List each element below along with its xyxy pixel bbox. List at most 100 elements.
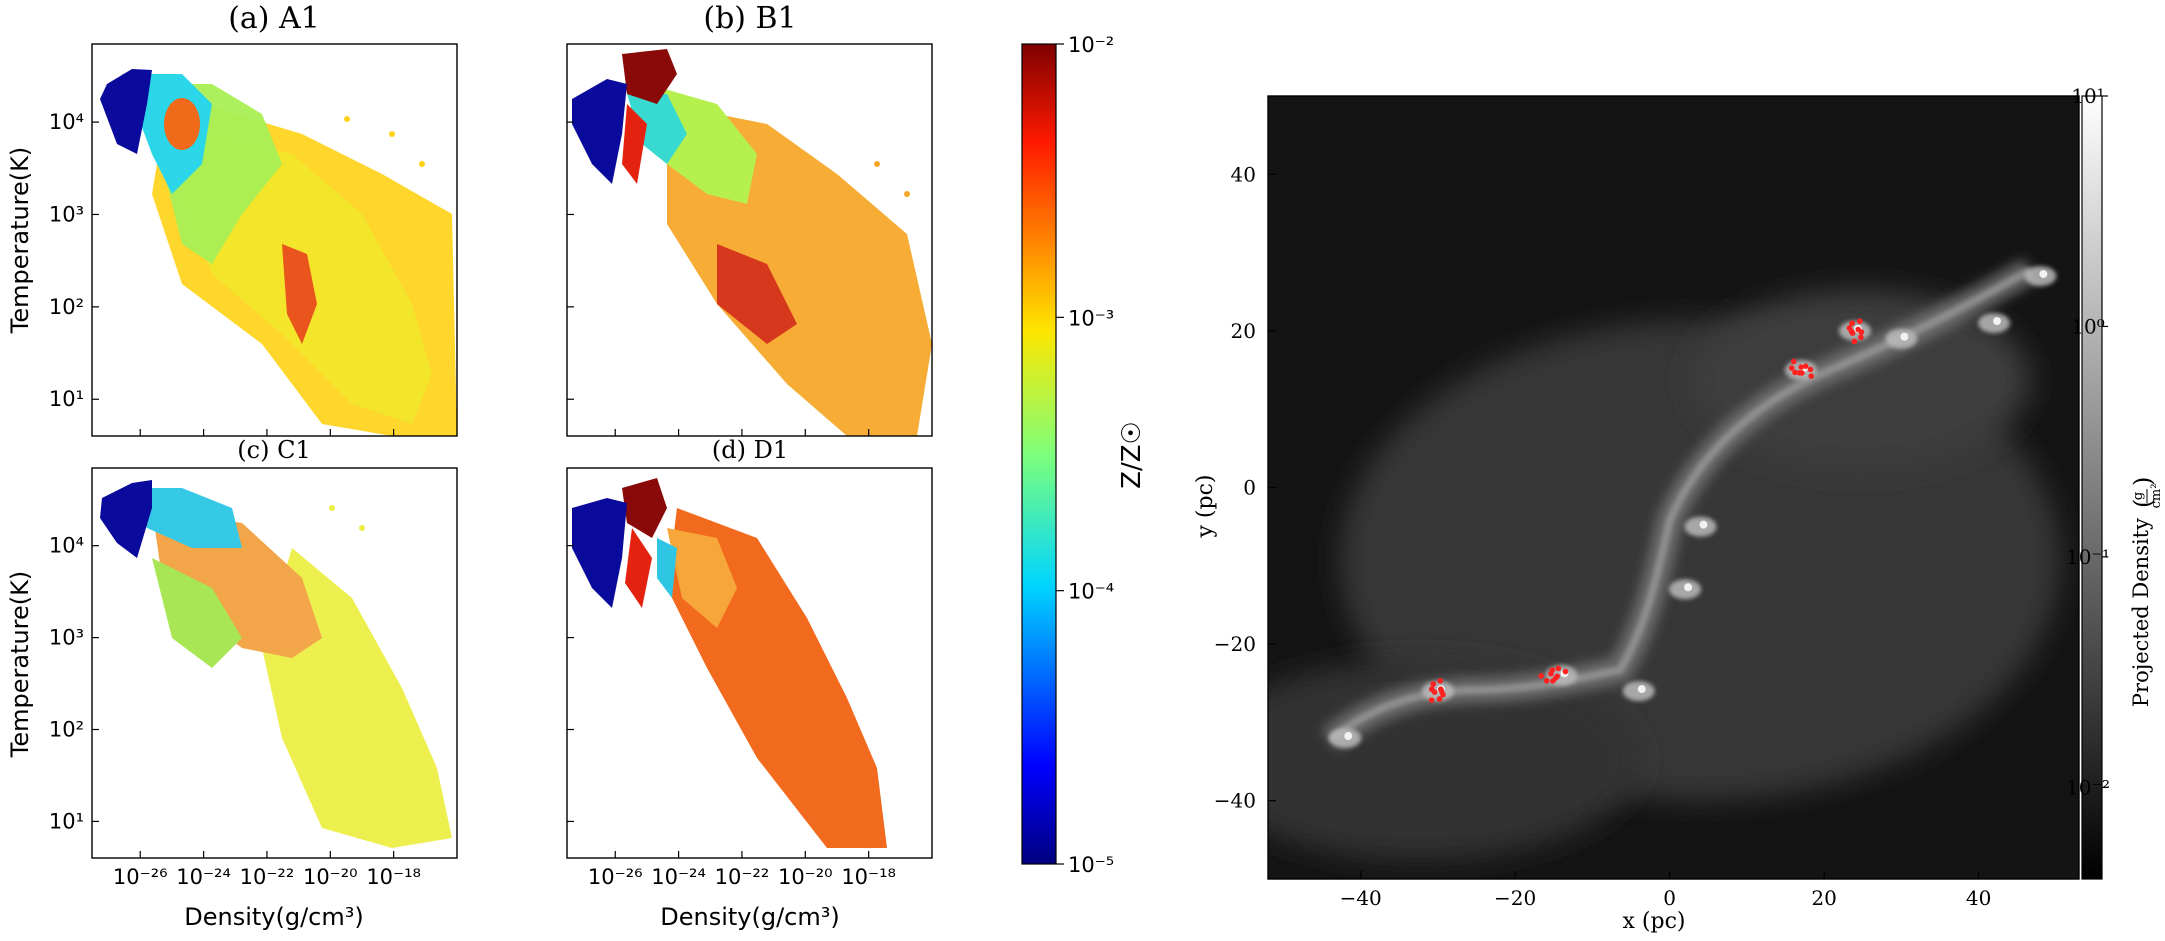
x-tick-label: 10⁻²⁰ <box>778 865 833 889</box>
phase-diagram-d1 <box>566 467 933 859</box>
star-particle <box>1428 686 1435 692</box>
map-y-tick-label: −40 <box>1214 789 1256 813</box>
gray-colorbar-tick-label: 10⁻² <box>2066 775 2110 799</box>
panel-a-ylabel: Temperature(K) <box>6 147 34 335</box>
cyan-strip <box>657 538 677 598</box>
map-x-tick-label: −40 <box>1340 886 1382 910</box>
star-particle <box>1788 365 1795 371</box>
panel-d-xlabel: Density(g/cm³) <box>660 903 839 931</box>
x-tick-label: 10⁻²² <box>240 865 295 889</box>
panel-d-frame <box>566 467 933 859</box>
x-tick-label: 10⁻¹⁸ <box>841 865 896 889</box>
dense-clump-core <box>1699 520 1708 529</box>
dense-clump-core <box>1637 685 1646 694</box>
star-particle <box>1807 366 1814 373</box>
map-y-tick-label: 40 <box>1231 162 1256 186</box>
star-particle <box>1543 678 1550 684</box>
x-tick-label: 10⁻²² <box>715 865 770 889</box>
orange-core <box>667 528 737 628</box>
density-map-xlabel: x (pc) <box>1623 909 1686 934</box>
y-tick-label: 10⁴ <box>49 534 84 558</box>
colorbar-unit-close-paren: ) <box>2129 477 2157 486</box>
phase-diagram-ticks: 10¹ 10² 10³ 10⁴ 10⁻²⁶ 10⁻²⁴ 10⁻²² 10⁻²⁰ 10⁻¹⁸ 10¹… <box>49 110 896 889</box>
panel-c-frame <box>91 467 458 859</box>
y-tick-label: 10¹ <box>49 809 84 833</box>
blue-low-metallicity <box>100 480 152 558</box>
star-particle <box>1430 681 1437 687</box>
colorbar-tick-label: 10⁻⁵ <box>1068 853 1114 877</box>
cyan-core <box>627 94 687 164</box>
star-particle <box>1858 329 1865 335</box>
star-particle <box>1808 373 1815 379</box>
x-tick-label: 10⁻²⁶ <box>588 865 643 889</box>
blue-low-metallicity <box>100 69 152 154</box>
map-x-tick-label: 40 <box>1966 886 1991 910</box>
x-tick-label: 10⁻²⁶ <box>113 865 168 889</box>
y-tick-label: 10³ <box>49 202 84 226</box>
star-particle <box>1554 673 1561 680</box>
red-streak <box>282 244 317 344</box>
red-streak <box>717 244 797 344</box>
red-ridge <box>625 528 652 608</box>
map-y-tick-label: −20 <box>1214 632 1256 656</box>
colorbar-unit-denominator: cm² <box>2149 484 2164 509</box>
dense-clump-core <box>2039 270 2048 279</box>
panel-c-title: (c) C1 <box>237 436 310 464</box>
dark-red-top <box>622 49 677 104</box>
panel-a-frame <box>91 43 458 437</box>
dark-red-top <box>622 478 667 538</box>
panel-c-xlabel: Density(g/cm³) <box>184 903 363 931</box>
x-tick-label: 10⁻²⁴ <box>651 865 706 889</box>
colorbar-unit-open-paren: ( <box>2129 499 2157 508</box>
star-particle <box>1849 330 1856 336</box>
blue-low-metallicity <box>572 498 627 608</box>
star-particle <box>1798 364 1805 370</box>
star-particle <box>1849 320 1855 327</box>
projected-density-colorbar: 10¹ 10⁰ 10⁻¹ 10⁻² Projected Density ( g cm²… <box>2066 84 2164 880</box>
blue-low-metallicity <box>572 79 627 184</box>
star-particle <box>1437 677 1444 684</box>
hot-spot <box>164 98 200 150</box>
projected-density-colorbar-label: Projected Density <box>2129 518 2153 707</box>
star-particle <box>1428 697 1435 703</box>
panel-d-title: (d) D1 <box>712 436 788 464</box>
map-x-tick-label: 0 <box>1663 886 1676 910</box>
star-particle <box>1550 678 1556 684</box>
red-ridge <box>622 104 647 184</box>
colorbar-tick-label: 10⁻⁴ <box>1068 580 1114 604</box>
star-particle <box>1437 686 1444 692</box>
star-particle <box>1846 325 1853 331</box>
dense-clump-core <box>1900 332 1909 341</box>
projected-density-map: −40 −20 0 20 40 40 20 0 −20 −40 x (pc) y (pc) <box>1193 95 2080 934</box>
dense-clumps <box>1329 266 2057 749</box>
x-tick-label: 10⁻²⁰ <box>303 865 358 889</box>
star-particle <box>1792 369 1798 376</box>
map-y-tick-label: 20 <box>1231 319 1256 343</box>
metallicity-colorbar: 10⁻² 10⁻³ 10⁻⁴ 10⁻⁵ Z/Z☉ <box>1021 33 1147 877</box>
star-particle <box>1562 668 1569 675</box>
colorbar-unit-numerator: g <box>2131 492 2146 500</box>
star-particle <box>1799 370 1805 376</box>
x-tick-label: 10⁻¹⁸ <box>366 865 421 889</box>
phase-diagram-b1 <box>566 43 933 437</box>
star-particle <box>1790 358 1797 365</box>
star-particle <box>1856 318 1863 324</box>
phase-diagram-a1 <box>91 43 458 437</box>
projected-density-colorbar-gradient <box>2081 95 2103 880</box>
panel-b-title: (b) B1 <box>703 1 796 36</box>
gray-colorbar-tick-label: 10¹ <box>2071 84 2104 108</box>
star-particle <box>1549 667 1556 673</box>
panel-b-frame <box>566 43 933 437</box>
x-tick-label: 10⁻²⁴ <box>176 865 231 889</box>
gray-colorbar-tick-label: 10⁻¹ <box>2066 545 2110 569</box>
map-y-tick-label: 0 <box>1243 476 1256 500</box>
star-particle <box>1440 691 1446 698</box>
panel-a-heatmap <box>100 69 457 436</box>
y-tick-label: 10⁴ <box>49 110 84 134</box>
colorbar-tick-label: 10⁻³ <box>1068 306 1114 330</box>
gray-colorbar-tick-label: 10⁰ <box>2071 314 2104 338</box>
metallicity-colorbar-gradient <box>1021 43 1057 865</box>
star-particle <box>1436 696 1443 702</box>
y-tick-label: 10² <box>49 718 84 742</box>
